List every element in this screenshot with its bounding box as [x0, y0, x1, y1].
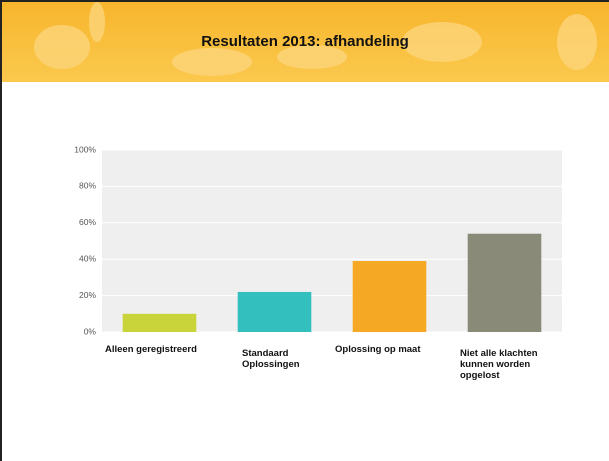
y-tick-label: 40% [79, 253, 96, 263]
y-tick-label: 100% [74, 144, 96, 154]
x-tick-label: Oplossing op maat [335, 344, 421, 355]
bar [467, 233, 542, 332]
x-tick-label: Niet alle klachten kunnen worden opgelos… [460, 348, 538, 381]
y-tick-label: 60% [79, 217, 96, 227]
chart-title: Resultaten 2013: afhandeling [201, 33, 409, 50]
x-tick-label: Alleen geregistreerd [105, 344, 197, 355]
bar [122, 313, 197, 332]
y-tick-label: 20% [79, 290, 96, 300]
y-tick-label: 80% [79, 181, 96, 191]
bar [352, 261, 427, 332]
header-decoration [34, 2, 597, 76]
y-tick-label: 0% [84, 326, 97, 336]
bar [237, 291, 312, 332]
x-tick-label: Standaard Oplossingen [242, 348, 300, 370]
